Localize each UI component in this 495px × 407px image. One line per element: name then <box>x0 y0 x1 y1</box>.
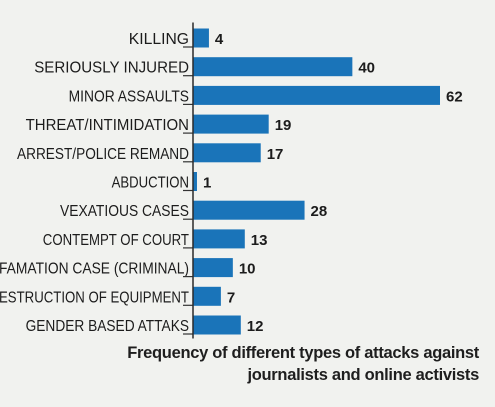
bar <box>193 114 269 134</box>
category-label: KILLING <box>129 31 189 48</box>
category-label: ABDUCTION <box>112 175 189 192</box>
bar <box>193 85 440 105</box>
value-label: 28 <box>311 203 328 220</box>
value-label: 12 <box>247 318 264 335</box>
bar <box>193 200 305 220</box>
value-label: 7 <box>227 289 235 306</box>
category-label: ARREST/POLICE REMAND <box>17 146 189 163</box>
bar <box>193 143 261 163</box>
bar <box>193 229 245 249</box>
value-label: 13 <box>251 232 268 249</box>
bar <box>193 57 353 77</box>
value-label: 10 <box>239 261 256 278</box>
bar <box>193 315 241 335</box>
category-label: SERIOUSLY INJURED <box>34 60 189 77</box>
category-label: VEXATIOUS CASES <box>60 203 189 220</box>
bar <box>193 258 233 278</box>
category-label: ESTRUCTION OF EQUIPMENT <box>0 289 189 306</box>
category-label: THREAT/INTIMIDATION <box>26 117 189 134</box>
bar-chart: KILLING 4 SERIOUSLY INJURED 40 MINOR ASSAULT… <box>0 22 463 339</box>
category-label: MINOR ASSAULTS <box>69 88 189 105</box>
bar <box>193 286 221 306</box>
value-label: 40 <box>358 60 375 77</box>
value-label: 17 <box>267 146 284 163</box>
value-label: 4 <box>215 31 224 48</box>
value-label: 62 <box>446 88 463 105</box>
bar <box>193 172 197 191</box>
value-label: 1 <box>203 175 211 192</box>
value-label: 19 <box>275 117 292 134</box>
chart-caption: Frequency of different types of attacks … <box>9 342 479 386</box>
category-label: FAMATION CASE (CRIMINAL) <box>0 261 189 278</box>
caption-line-1: Frequency of different types of attacks … <box>127 344 479 362</box>
category-label: GENDER BASED ATTAKS <box>26 318 189 335</box>
category-label: CONTEMPT OF COURT <box>43 232 190 249</box>
caption-line-2: journalists and online activists <box>247 366 479 384</box>
bar <box>193 28 209 48</box>
